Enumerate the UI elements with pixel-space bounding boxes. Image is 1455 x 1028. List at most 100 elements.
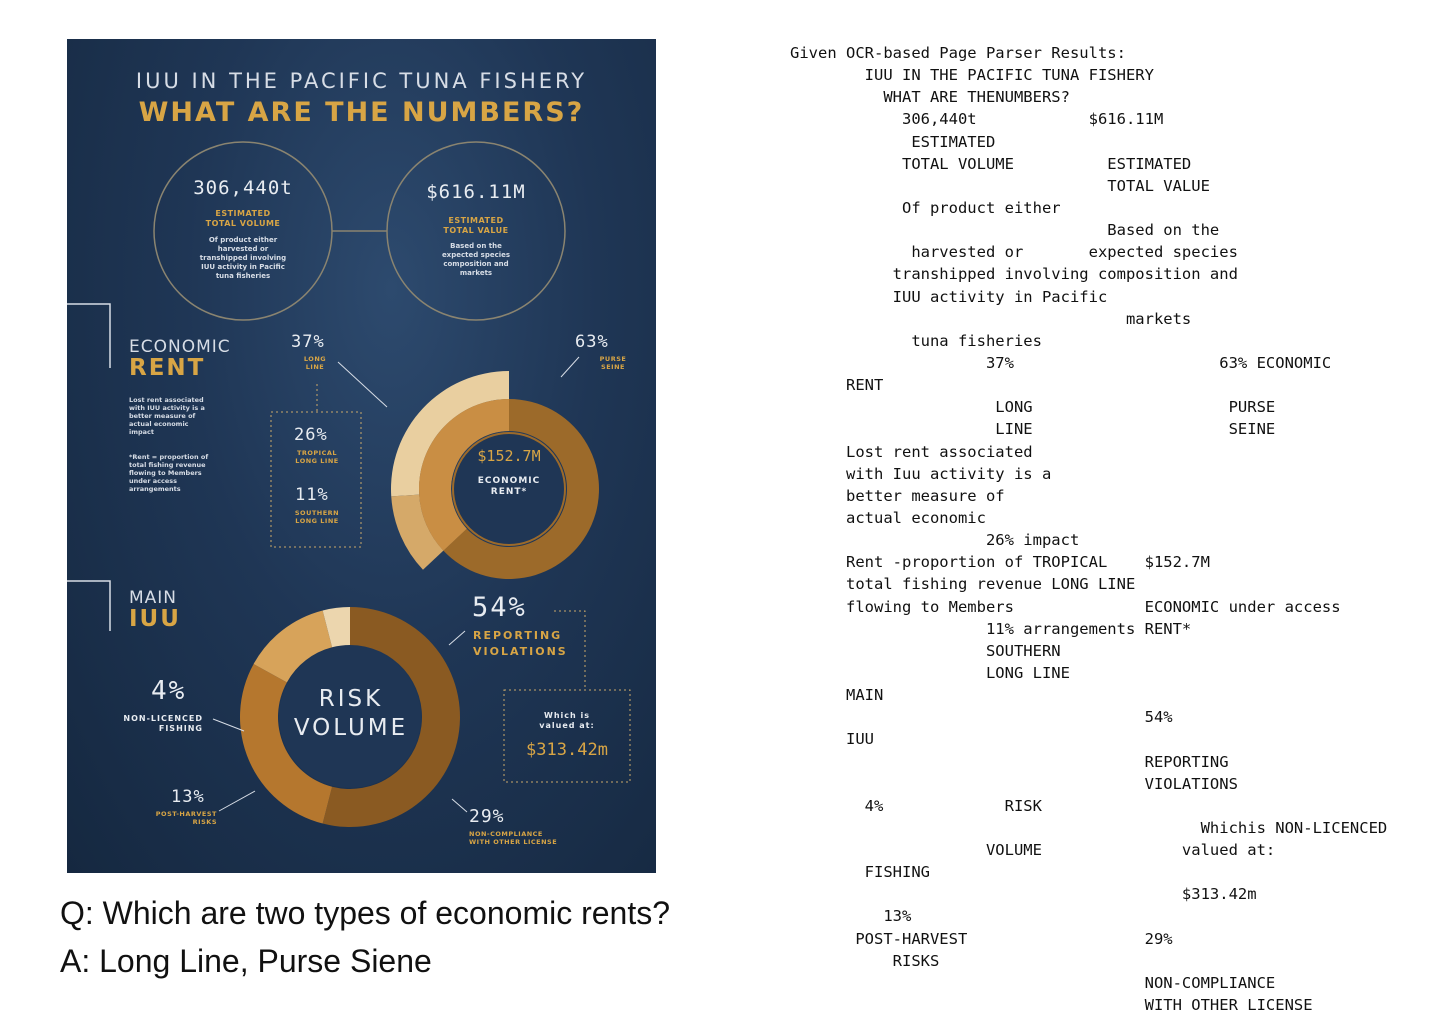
- longline-label-1: LONG: [303, 355, 327, 363]
- ocr-line: MAIN: [790, 686, 884, 705]
- tropical-label-1: TROPICAL: [296, 449, 338, 457]
- question-text: Q: Which are two types of economic rents…: [60, 895, 671, 931]
- longline-base-arc: [418, 399, 509, 551]
- ocr-line: tuna fisheries: [790, 331, 1042, 350]
- ocr-line: Lost rent associated: [790, 442, 1033, 461]
- value-label-2: TOTAL VALUE: [443, 226, 509, 235]
- nonlicenced-arc: [322, 607, 350, 648]
- value-desc-line: Based on the: [450, 242, 502, 250]
- ocr-line: Based on the: [790, 221, 1220, 240]
- value-desc-line: expected species: [441, 251, 511, 259]
- value-desc-line: markets: [459, 269, 493, 277]
- valued-connector: [554, 610, 586, 690]
- ocr-line: 37% 63% ECONOMIC: [790, 353, 1332, 372]
- noncompliance-pct: 29%: [469, 806, 505, 827]
- rent-note-1: Lost rent associated with IUU activity i…: [129, 396, 249, 436]
- postharvest-label-2: RISKS: [192, 818, 217, 826]
- ocr-line: VIOLATIONS: [790, 774, 1238, 793]
- ocr-line: with Iuu activity is a: [790, 464, 1052, 483]
- ocr-line: LONG PURSE: [790, 398, 1276, 417]
- tropical-label-2: LONG LINE: [295, 457, 339, 465]
- rent-note-line: Lost rent associated: [129, 396, 204, 404]
- risk-label: RISK: [318, 686, 384, 712]
- postharvest-label-1: POST-HARVEST: [155, 810, 217, 818]
- iuu-bracket: [67, 580, 111, 631]
- purseseine-pct: 63%: [575, 332, 609, 352]
- rent-heading-1: ECONOMIC: [129, 337, 231, 357]
- ocr-line: WITH OTHER LICENSE: [790, 996, 1313, 1015]
- ocr-line: VOLUME valued at:: [790, 841, 1276, 860]
- ocr-line: SOUTHERN: [790, 641, 1061, 660]
- rent-bracket: [67, 303, 111, 368]
- ocr-line: WHAT ARE THENUMBERS?: [790, 88, 1070, 107]
- rent-note-line: arrangements: [129, 485, 181, 493]
- volume-label-1: ESTIMATED: [215, 209, 271, 218]
- nonlicenced-label-1: NON-LICENCED: [123, 714, 203, 723]
- volume-desc-line: transhipped involving: [199, 254, 287, 262]
- purseseine-label-1: PURSE: [599, 355, 627, 363]
- noncompliance-label-1: NON-COMPLIANCE: [469, 830, 543, 838]
- rent-note-line: actual economic: [129, 420, 189, 428]
- reporting-pct: 54%: [472, 592, 527, 623]
- longline-label: LONG LINE: [293, 355, 337, 371]
- rent-note-line: under access: [129, 477, 178, 485]
- ocr-line: FISHING: [790, 863, 930, 882]
- tropical-longline-arc: [391, 371, 509, 497]
- ocr-line: flowing to Members ECONOMIC under access: [790, 597, 1341, 616]
- noncompliance-pointer: [451, 798, 468, 813]
- ocr-line: RENT: [790, 376, 884, 395]
- longline-label-2: LINE: [305, 363, 325, 371]
- valued-label-1: Which is: [544, 711, 590, 720]
- valued-at-label: Which is valued at:: [504, 711, 630, 731]
- rent-note-line: better measure of: [129, 412, 196, 420]
- value-desc-line: composition and: [443, 260, 509, 268]
- longline-breakdown-box: [270, 411, 362, 548]
- iuu-heading-1: MAIN: [129, 588, 178, 608]
- rent-note-line: *Rent = proportion of: [129, 453, 209, 461]
- volume-desc-line: Of product either: [208, 236, 278, 244]
- rent-center-value: $152.7M: [477, 447, 541, 465]
- noncompliance-label: NON-COMPLIANCE WITH OTHER LICENSE: [469, 830, 557, 846]
- postharvest-label: POST-HARVEST RISKS: [133, 810, 217, 826]
- infographic-graphics: [67, 141, 631, 827]
- volume-value: 306,440t: [193, 177, 293, 199]
- nonlicenced-label: NON-LICENCED FISHING: [97, 714, 203, 734]
- ocr-line: transhipped involving composition and: [790, 265, 1238, 284]
- volume-desc-line: tuna fisheries: [215, 272, 271, 280]
- ocr-line: Of product either: [790, 198, 1061, 217]
- tropical-label: TROPICAL LONG LINE: [281, 449, 353, 465]
- purseseine-label: PURSE SEINE: [591, 355, 635, 371]
- iuu-heading-2: IUU: [129, 606, 181, 632]
- nonlicenced-pointer: [212, 718, 245, 732]
- ocr-line: NON-COMPLIANCE: [790, 973, 1276, 992]
- ocr-line: IUU IN THE PACIFIC TUNA FISHERY: [790, 66, 1154, 85]
- rent-center-label-2: RENT*: [490, 487, 528, 497]
- ocr-line: RISKS: [790, 951, 940, 970]
- volume-desc-line: IUU activity in Pacific: [201, 263, 285, 271]
- southern-pct: 11%: [295, 485, 329, 505]
- reporting-label: REPORTING VIOLATIONS: [473, 628, 568, 660]
- ocr-line: TOTAL VOLUME ESTIMATED: [790, 154, 1192, 173]
- ocr-line: 4% RISK: [790, 796, 1042, 815]
- reporting-label-2: VIOLATIONS: [473, 645, 568, 658]
- ocr-line: better measure of: [790, 486, 1005, 505]
- rent-note-line: flowing to Members: [129, 469, 202, 477]
- rent-note-line: total fishing revenue: [129, 461, 206, 469]
- noncompliance-label-2: WITH OTHER LICENSE: [469, 838, 558, 846]
- rent-center-label: ECONOMIC RENT*: [449, 476, 569, 498]
- ocr-line: 11% arrangements RENT*: [790, 619, 1192, 638]
- ocr-line: IUU: [790, 730, 874, 749]
- longline-pointer: [337, 361, 388, 408]
- infographic-subtitle: WHAT ARE THE NUMBERS?: [138, 97, 585, 128]
- ocr-line: harvested or expected species: [790, 243, 1238, 262]
- volume-circle: [153, 141, 333, 321]
- postharvest-pointer: [218, 790, 256, 812]
- postharvest-arc: [253, 610, 333, 683]
- ocr-line: Given OCR-based Page Parser Results:: [790, 44, 1126, 62]
- value-desc: Based on the expected species compositio…: [396, 242, 556, 278]
- volume-label: VOLUME: [293, 715, 409, 741]
- reporting-arc: [322, 607, 460, 827]
- ocr-line: REPORTING: [790, 752, 1229, 771]
- ocr-line: LINE SEINE: [790, 420, 1276, 439]
- ocr-results: Given OCR-based Page Parser Results: IUU…: [790, 42, 1450, 1016]
